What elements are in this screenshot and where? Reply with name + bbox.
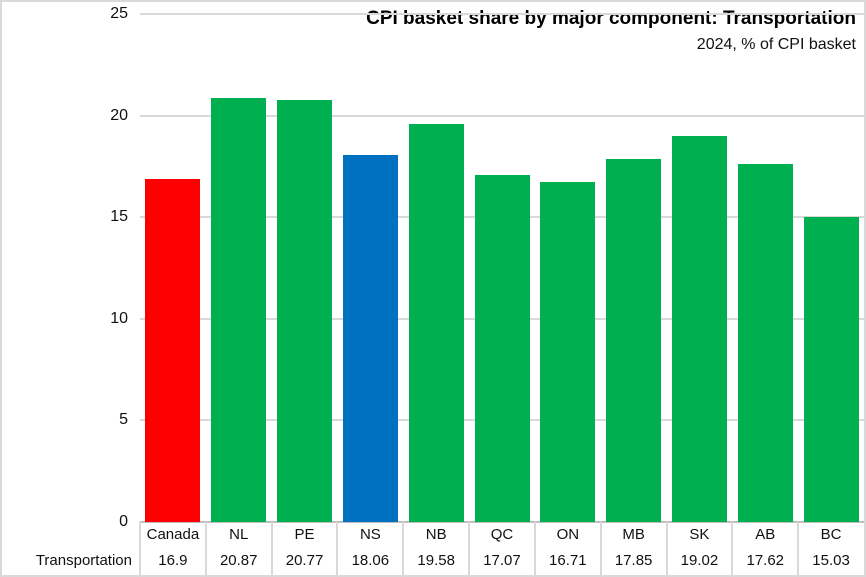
x-category-label-nb: NB [425, 526, 447, 543]
bar-sk [671, 135, 727, 522]
x-category-label-bc: BC [820, 526, 842, 543]
bar-ns [342, 155, 398, 522]
x-axis-line [140, 521, 864, 523]
table-column-separator [204, 522, 207, 575]
x-category-label-on: ON [556, 526, 580, 543]
y-tick-label-10: 10 [110, 309, 128, 327]
table-value-pe: 20.77 [285, 552, 324, 569]
table-value-nl: 20.87 [219, 552, 258, 569]
table-value-nb: 19.58 [417, 552, 455, 569]
bar-qc [474, 175, 530, 522]
table-column-separator [468, 522, 471, 575]
x-category-label-ab: AB [755, 526, 776, 543]
table-value-bc: 15.03 [812, 552, 850, 569]
bar-ab [737, 163, 793, 522]
table-value-mb: 17.85 [614, 552, 653, 569]
x-category-label-canada: Canada [146, 526, 200, 543]
y-tick-label-20: 20 [110, 106, 128, 124]
y-tick-label-0: 0 [119, 513, 128, 530]
table-column-separator [599, 522, 602, 575]
table-row-label: Transportation [35, 552, 132, 569]
table-column-separator [797, 522, 800, 575]
y-gridline-20 [140, 114, 864, 117]
table-value-ns: 18.06 [351, 552, 390, 569]
bar-on [540, 182, 596, 522]
x-category-label-pe: PE [294, 526, 315, 543]
y-gridline-25 [140, 13, 864, 15]
table-column-separator [665, 522, 668, 575]
table-value-ab: 17.62 [746, 552, 785, 569]
bar-mb [606, 159, 662, 522]
bar-canada [145, 178, 201, 522]
y-tick-label-5: 5 [119, 411, 128, 429]
table-column-separator [402, 522, 405, 575]
chart-subtitle: 2024, % of CPI basket [696, 36, 856, 53]
bar-bc [803, 216, 859, 522]
chart-title: CPI basket share by major component: Tra… [366, 8, 856, 29]
table-column-separator [270, 522, 273, 575]
y-tick-label-25: 25 [110, 5, 128, 22]
table-value-sk: 19.02 [680, 552, 719, 569]
bar-pe [277, 99, 333, 522]
y-tick-label-15: 15 [110, 208, 128, 226]
x-category-label-sk: SK [689, 526, 710, 543]
table-column-separator [139, 522, 141, 575]
bar-nl [211, 97, 267, 522]
table-column-separator [533, 522, 536, 575]
x-category-label-ns: NS [359, 526, 381, 543]
table-column-separator [731, 522, 734, 575]
x-category-label-mb: MB [622, 526, 645, 543]
table-value-qc: 17.07 [483, 552, 521, 569]
table-column-separator [336, 522, 339, 575]
table-value-on: 16.71 [549, 552, 587, 569]
x-category-label-nl: NL [229, 526, 249, 543]
table-value-canada: 16.9 [158, 552, 188, 569]
x-category-label-qc: QC [490, 526, 514, 543]
bar-nb [408, 124, 464, 522]
